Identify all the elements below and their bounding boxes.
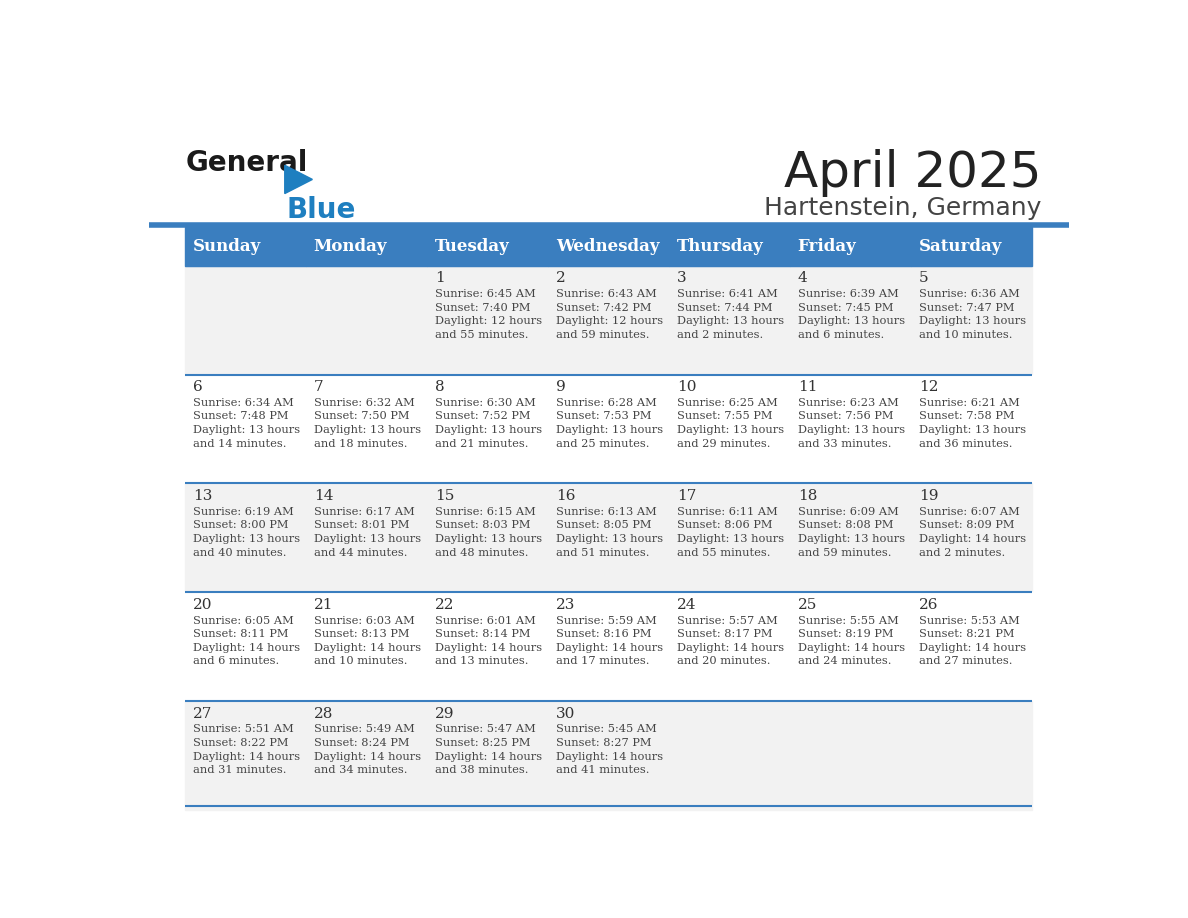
Text: 16: 16 — [556, 489, 575, 503]
Text: 10: 10 — [677, 380, 696, 394]
Text: 3: 3 — [677, 272, 687, 285]
Text: Sunrise: 6:03 AM
Sunset: 8:13 PM
Daylight: 14 hours
and 10 minutes.: Sunrise: 6:03 AM Sunset: 8:13 PM Dayligh… — [314, 616, 421, 666]
Text: Sunrise: 6:41 AM
Sunset: 7:44 PM
Daylight: 13 hours
and 2 minutes.: Sunrise: 6:41 AM Sunset: 7:44 PM Dayligh… — [677, 289, 784, 340]
Text: 11: 11 — [797, 380, 817, 394]
Text: 13: 13 — [192, 489, 213, 503]
Text: Sunrise: 6:45 AM
Sunset: 7:40 PM
Daylight: 12 hours
and 55 minutes.: Sunrise: 6:45 AM Sunset: 7:40 PM Dayligh… — [435, 289, 542, 340]
Text: Sunrise: 6:39 AM
Sunset: 7:45 PM
Daylight: 13 hours
and 6 minutes.: Sunrise: 6:39 AM Sunset: 7:45 PM Dayligh… — [797, 289, 905, 340]
Text: Monday: Monday — [314, 238, 387, 254]
Bar — [185, 592, 1032, 701]
Text: Tuesday: Tuesday — [435, 238, 510, 254]
Text: Sunrise: 6:15 AM
Sunset: 8:03 PM
Daylight: 13 hours
and 48 minutes.: Sunrise: 6:15 AM Sunset: 8:03 PM Dayligh… — [435, 507, 542, 557]
Bar — [549, 227, 669, 265]
Text: April 2025: April 2025 — [784, 149, 1042, 197]
Text: 8: 8 — [435, 380, 444, 394]
Text: 22: 22 — [435, 598, 454, 612]
Text: 15: 15 — [435, 489, 454, 503]
Bar — [185, 701, 1032, 810]
Text: 23: 23 — [556, 598, 575, 612]
Text: 7: 7 — [314, 380, 323, 394]
Bar — [185, 227, 307, 265]
Bar — [185, 375, 1032, 484]
Text: Sunrise: 6:43 AM
Sunset: 7:42 PM
Daylight: 12 hours
and 59 minutes.: Sunrise: 6:43 AM Sunset: 7:42 PM Dayligh… — [556, 289, 663, 340]
Text: Sunrise: 5:51 AM
Sunset: 8:22 PM
Daylight: 14 hours
and 31 minutes.: Sunrise: 5:51 AM Sunset: 8:22 PM Dayligh… — [192, 724, 299, 775]
Text: Sunrise: 6:34 AM
Sunset: 7:48 PM
Daylight: 13 hours
and 14 minutes.: Sunrise: 6:34 AM Sunset: 7:48 PM Dayligh… — [192, 397, 299, 449]
Text: Sunrise: 6:28 AM
Sunset: 7:53 PM
Daylight: 13 hours
and 25 minutes.: Sunrise: 6:28 AM Sunset: 7:53 PM Dayligh… — [556, 397, 663, 449]
Text: 2: 2 — [556, 272, 565, 285]
Text: 18: 18 — [797, 489, 817, 503]
Text: Sunrise: 5:53 AM
Sunset: 8:21 PM
Daylight: 14 hours
and 27 minutes.: Sunrise: 5:53 AM Sunset: 8:21 PM Dayligh… — [918, 616, 1026, 666]
Text: 14: 14 — [314, 489, 333, 503]
Text: Sunrise: 6:17 AM
Sunset: 8:01 PM
Daylight: 13 hours
and 44 minutes.: Sunrise: 6:17 AM Sunset: 8:01 PM Dayligh… — [314, 507, 421, 557]
Text: Sunrise: 5:47 AM
Sunset: 8:25 PM
Daylight: 14 hours
and 38 minutes.: Sunrise: 5:47 AM Sunset: 8:25 PM Dayligh… — [435, 724, 542, 775]
Bar — [790, 227, 911, 265]
Text: Sunrise: 6:11 AM
Sunset: 8:06 PM
Daylight: 13 hours
and 55 minutes.: Sunrise: 6:11 AM Sunset: 8:06 PM Dayligh… — [677, 507, 784, 557]
Text: Sunrise: 5:55 AM
Sunset: 8:19 PM
Daylight: 14 hours
and 24 minutes.: Sunrise: 5:55 AM Sunset: 8:19 PM Dayligh… — [797, 616, 905, 666]
Text: 21: 21 — [314, 598, 333, 612]
Text: Sunrise: 5:45 AM
Sunset: 8:27 PM
Daylight: 14 hours
and 41 minutes.: Sunrise: 5:45 AM Sunset: 8:27 PM Dayligh… — [556, 724, 663, 775]
Text: 20: 20 — [192, 598, 213, 612]
Text: General: General — [185, 149, 308, 177]
Text: Friday: Friday — [797, 238, 857, 254]
Text: 5: 5 — [918, 272, 928, 285]
Bar — [185, 484, 1032, 592]
Text: 29: 29 — [435, 707, 454, 721]
Text: Blue: Blue — [286, 196, 356, 224]
Bar — [669, 227, 790, 265]
Text: Sunrise: 6:23 AM
Sunset: 7:56 PM
Daylight: 13 hours
and 33 minutes.: Sunrise: 6:23 AM Sunset: 7:56 PM Dayligh… — [797, 397, 905, 449]
Text: 30: 30 — [556, 707, 575, 721]
Text: 28: 28 — [314, 707, 333, 721]
Text: Sunrise: 6:19 AM
Sunset: 8:00 PM
Daylight: 13 hours
and 40 minutes.: Sunrise: 6:19 AM Sunset: 8:00 PM Dayligh… — [192, 507, 299, 557]
Text: Wednesday: Wednesday — [556, 238, 659, 254]
Text: Sunrise: 6:30 AM
Sunset: 7:52 PM
Daylight: 13 hours
and 21 minutes.: Sunrise: 6:30 AM Sunset: 7:52 PM Dayligh… — [435, 397, 542, 449]
Text: Hartenstein, Germany: Hartenstein, Germany — [764, 196, 1042, 220]
Text: Sunday: Sunday — [192, 238, 261, 254]
Text: Sunrise: 6:32 AM
Sunset: 7:50 PM
Daylight: 13 hours
and 18 minutes.: Sunrise: 6:32 AM Sunset: 7:50 PM Dayligh… — [314, 397, 421, 449]
Text: Sunrise: 6:01 AM
Sunset: 8:14 PM
Daylight: 14 hours
and 13 minutes.: Sunrise: 6:01 AM Sunset: 8:14 PM Dayligh… — [435, 616, 542, 666]
Bar — [911, 227, 1032, 265]
Bar — [307, 227, 428, 265]
Text: 9: 9 — [556, 380, 565, 394]
Text: Sunrise: 6:13 AM
Sunset: 8:05 PM
Daylight: 13 hours
and 51 minutes.: Sunrise: 6:13 AM Sunset: 8:05 PM Dayligh… — [556, 507, 663, 557]
Text: Saturday: Saturday — [918, 238, 1003, 254]
Text: Thursday: Thursday — [677, 238, 764, 254]
Text: 4: 4 — [797, 272, 808, 285]
Text: Sunrise: 5:49 AM
Sunset: 8:24 PM
Daylight: 14 hours
and 34 minutes.: Sunrise: 5:49 AM Sunset: 8:24 PM Dayligh… — [314, 724, 421, 775]
Polygon shape — [285, 165, 312, 194]
Text: Sunrise: 5:57 AM
Sunset: 8:17 PM
Daylight: 14 hours
and 20 minutes.: Sunrise: 5:57 AM Sunset: 8:17 PM Dayligh… — [677, 616, 784, 666]
Bar — [428, 227, 549, 265]
Text: Sunrise: 6:07 AM
Sunset: 8:09 PM
Daylight: 14 hours
and 2 minutes.: Sunrise: 6:07 AM Sunset: 8:09 PM Dayligh… — [918, 507, 1026, 557]
Text: Sunrise: 6:21 AM
Sunset: 7:58 PM
Daylight: 13 hours
and 36 minutes.: Sunrise: 6:21 AM Sunset: 7:58 PM Dayligh… — [918, 397, 1026, 449]
Text: Sunrise: 5:59 AM
Sunset: 8:16 PM
Daylight: 14 hours
and 17 minutes.: Sunrise: 5:59 AM Sunset: 8:16 PM Dayligh… — [556, 616, 663, 666]
Text: 24: 24 — [677, 598, 696, 612]
Text: 26: 26 — [918, 598, 939, 612]
Text: 19: 19 — [918, 489, 939, 503]
Text: 25: 25 — [797, 598, 817, 612]
Text: Sunrise: 6:09 AM
Sunset: 8:08 PM
Daylight: 13 hours
and 59 minutes.: Sunrise: 6:09 AM Sunset: 8:08 PM Dayligh… — [797, 507, 905, 557]
Text: 17: 17 — [677, 489, 696, 503]
Text: 27: 27 — [192, 707, 213, 721]
Bar — [185, 265, 1032, 375]
Text: Sunrise: 6:25 AM
Sunset: 7:55 PM
Daylight: 13 hours
and 29 minutes.: Sunrise: 6:25 AM Sunset: 7:55 PM Dayligh… — [677, 397, 784, 449]
Text: 12: 12 — [918, 380, 939, 394]
Text: 6: 6 — [192, 380, 202, 394]
Text: Sunrise: 6:36 AM
Sunset: 7:47 PM
Daylight: 13 hours
and 10 minutes.: Sunrise: 6:36 AM Sunset: 7:47 PM Dayligh… — [918, 289, 1026, 340]
Text: Sunrise: 6:05 AM
Sunset: 8:11 PM
Daylight: 14 hours
and 6 minutes.: Sunrise: 6:05 AM Sunset: 8:11 PM Dayligh… — [192, 616, 299, 666]
Text: 1: 1 — [435, 272, 444, 285]
